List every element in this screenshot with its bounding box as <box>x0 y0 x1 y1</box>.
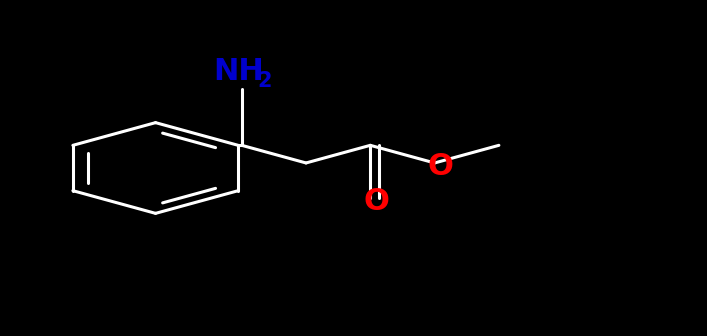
Text: NH: NH <box>213 56 264 85</box>
Text: O: O <box>427 152 453 181</box>
Text: 2: 2 <box>257 71 271 91</box>
Text: O: O <box>363 187 389 216</box>
